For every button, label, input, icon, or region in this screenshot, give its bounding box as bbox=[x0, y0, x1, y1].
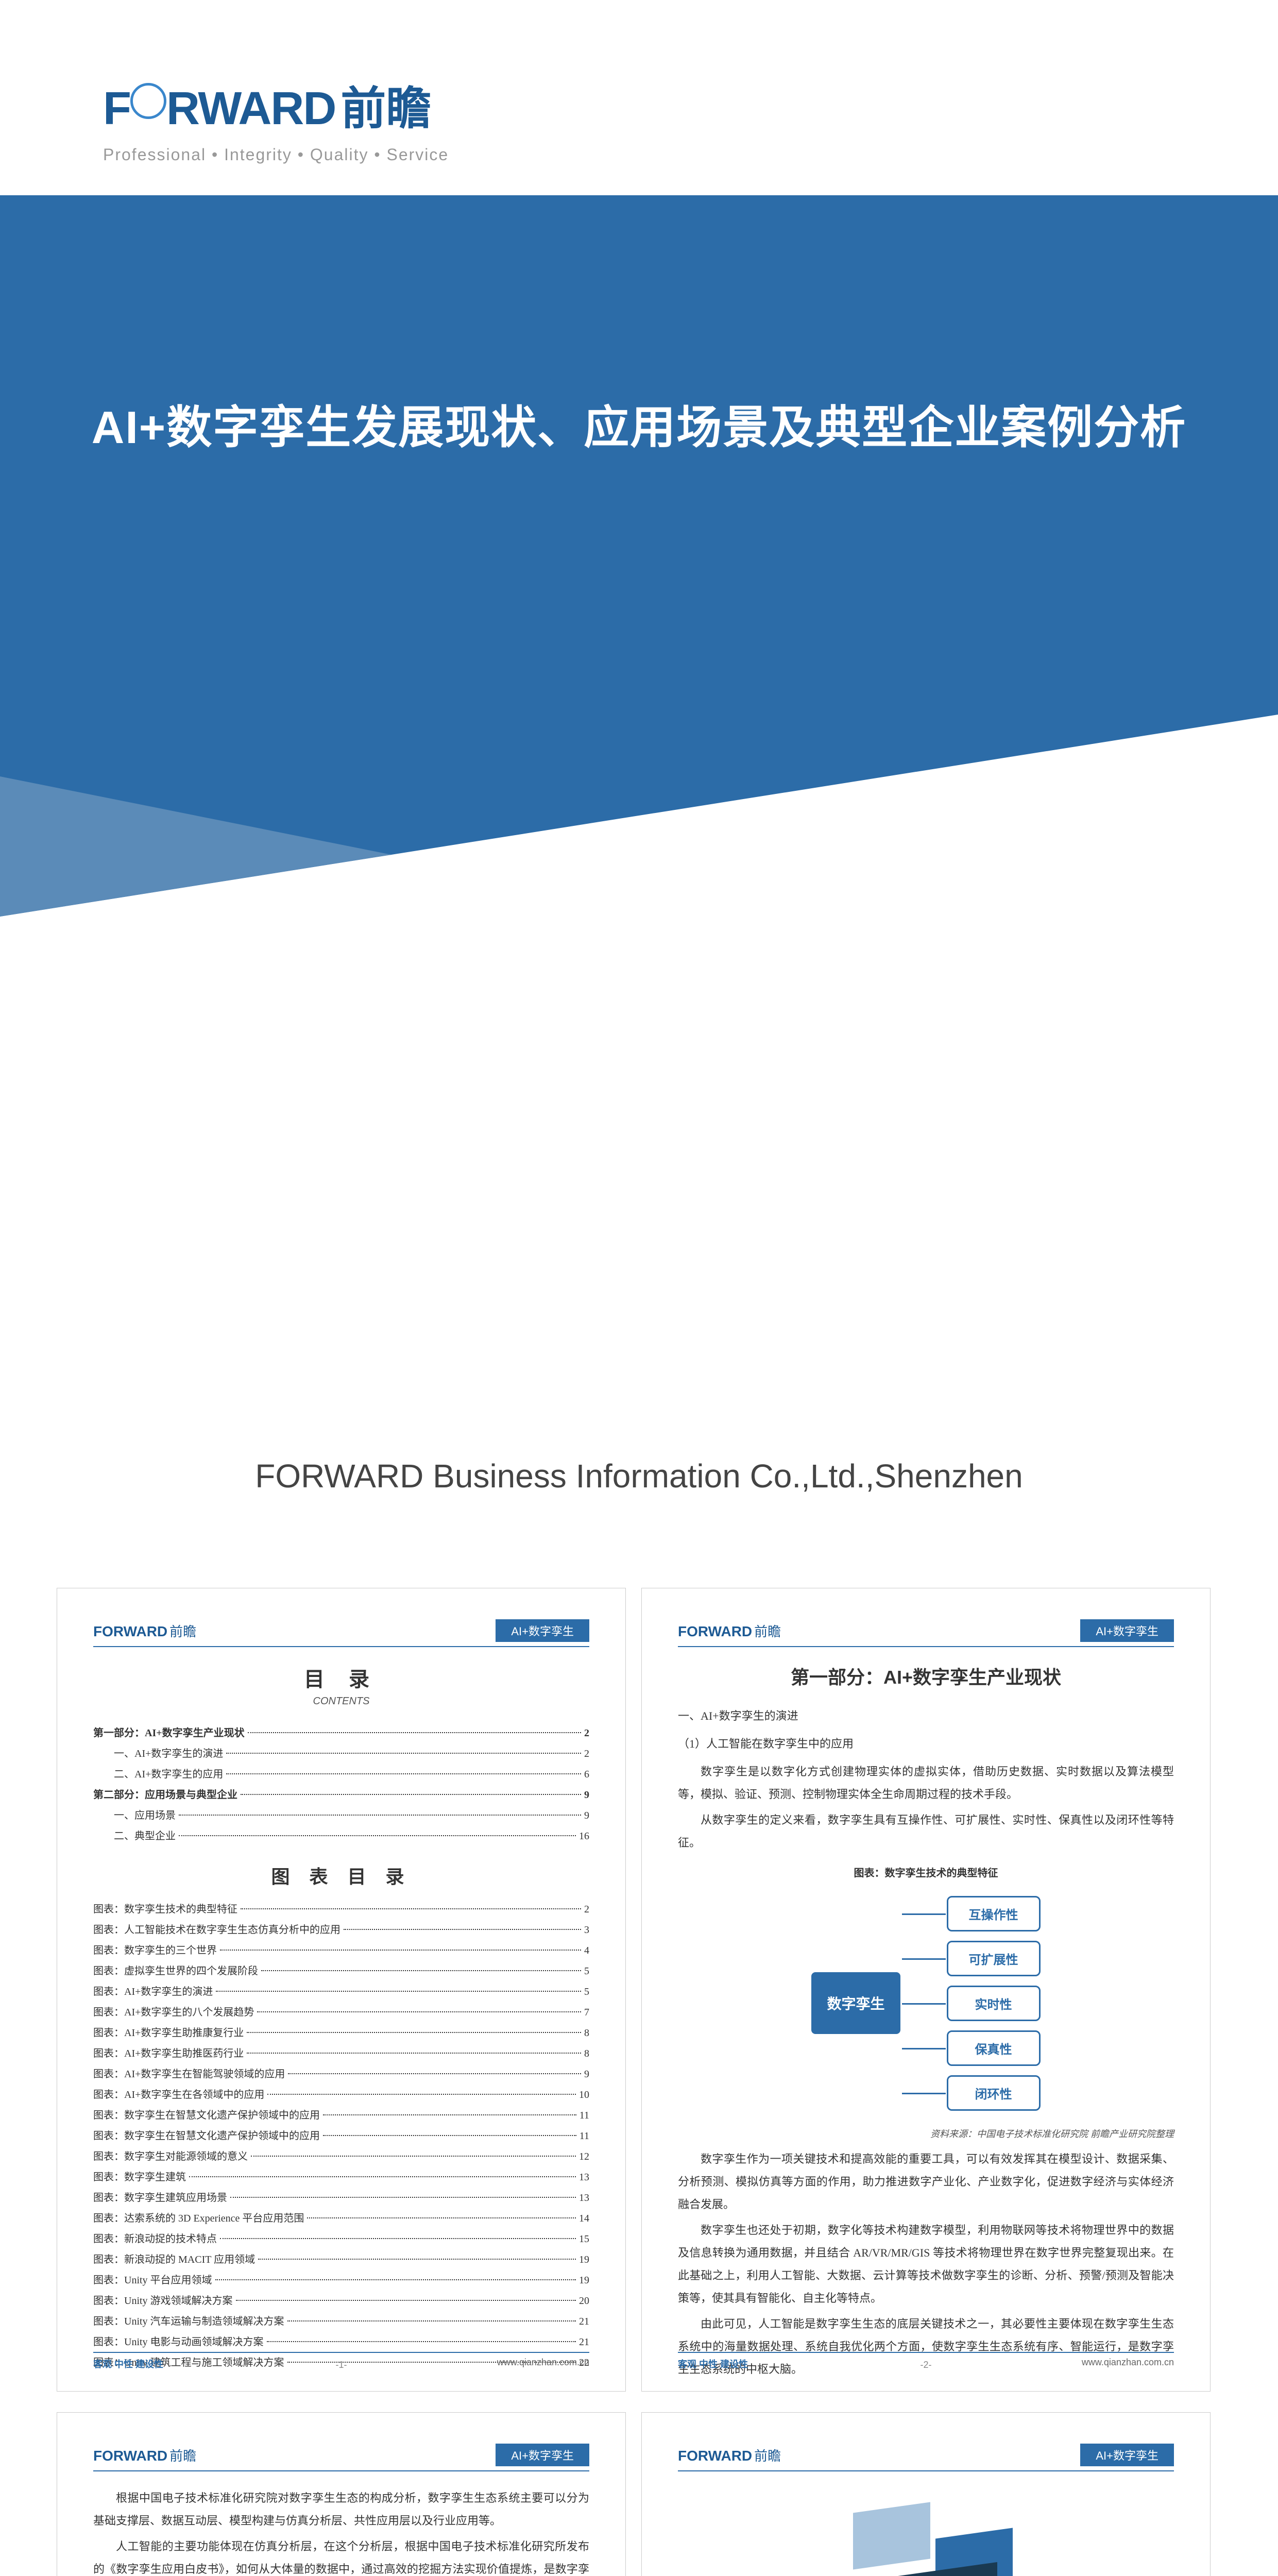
toc-fig-line: 图表：新浪动捉的 MACIT 应用领域19 bbox=[93, 2249, 589, 2270]
company-section: FORWARD Business Information Co.,Ltd.,Sh… bbox=[0, 1395, 1278, 1588]
toc-fig-line: 图表：新浪动捉的技术特点15 bbox=[93, 2229, 589, 2249]
toc-fig-line: 图表：Unity 电影与动画领域解决方案21 bbox=[93, 2332, 589, 2352]
doc-header: FORWARD前瞻 AI+数字孪生 bbox=[93, 2444, 589, 2471]
toc-fig-line: 图表：数字孪生对能源领域的意义12 bbox=[93, 2146, 589, 2167]
cover-page: FRWARD前瞻 Professional • Integrity • Qual… bbox=[0, 0, 1278, 1395]
toc-fig-line: 图表：数字孪生的三个世界4 bbox=[93, 1940, 589, 1961]
toc-fig-line: 图表：AI+数字孪生在各领域中的应用10 bbox=[93, 2084, 589, 2105]
toc-sections: 第一部分：AI+数字孪生产业现状2一、AI+数字孪生的演进2二、AI+数字孪生的… bbox=[93, 1723, 589, 1846]
toc-line: 二、AI+数字孪生的应用6 bbox=[93, 1764, 589, 1785]
logo-brand: FRWARD bbox=[103, 83, 335, 134]
toc-line: 第一部分：AI+数字孪生产业现状2 bbox=[93, 1723, 589, 1743]
part1-page: FORWARD前瞻 AI+数字孪生 第一部分：AI+数字孪生产业现状 一、AI+… bbox=[641, 1588, 1211, 2392]
char-item: 保真性 bbox=[947, 2030, 1041, 2066]
doc-logo: FORWARD前瞻 bbox=[93, 1621, 196, 1640]
char-item: 互操作性 bbox=[947, 1896, 1041, 1931]
toc-fig-line: 图表：AI+数字孪生助推医药行业8 bbox=[93, 2043, 589, 2064]
toc-line: 第二部分：应用场景与典型企业9 bbox=[93, 1785, 589, 1805]
toc-title: 目 录 bbox=[93, 1663, 589, 1692]
logo: FRWARD前瞻 bbox=[103, 72, 1175, 138]
footer-right: www.qianzhan.com.cn bbox=[497, 2357, 589, 2370]
footer-left: 客观 中性 建设性 bbox=[678, 2357, 748, 2370]
footer-right: www.qianzhan.com.cn bbox=[1082, 2357, 1174, 2370]
page-3: FORWARD前瞻 AI+数字孪生 根据中国电子技术标准化研究院对数字孪生生态的… bbox=[57, 2412, 626, 2576]
logo-cn: 前瞻 bbox=[340, 83, 431, 134]
page-num: -1- bbox=[336, 2360, 347, 2370]
body-text: 由此可见，人工智能是数字孪生生态的底层关键技术之一，其必要性主要体现在数字孪生生… bbox=[678, 2313, 1174, 2381]
doc-badge: AI+数字孪生 bbox=[1080, 1619, 1174, 1642]
footer-left: 客观 中性 建设性 bbox=[93, 2357, 163, 2370]
char-items: 互操作性可扩展性实时性保真性闭环性 bbox=[947, 1896, 1041, 2111]
body-text: 数字孪生作为一项关键技术和提高效能的重要工具，可以有效发挥其在模型设计、数据采集… bbox=[678, 2148, 1174, 2216]
toc-fig-line: 图表：Unity 汽车运输与制造领域解决方案21 bbox=[93, 2311, 589, 2332]
cover-blue-band: AI+数字孪生发展现状、应用场景及典型企业案例分析 bbox=[0, 195, 1278, 917]
body-text: 数字孪生也还处于初期，数字化等技术构建数字模型，利用物联网等技术将物理世界中的数… bbox=[678, 2219, 1174, 2310]
body-text: 数字孪生是以数字化方式创建物理实体的虚拟实体，借助历史数据、实时数据以及算法模型… bbox=[678, 1760, 1174, 1806]
toc-line: 二、典型企业16 bbox=[93, 1826, 589, 1846]
three-worlds-diagram bbox=[678, 2487, 1174, 2576]
doc-logo: FORWARD前瞻 bbox=[93, 2446, 196, 2465]
toc-fig-line: 图表：数字孪生建筑应用场景13 bbox=[93, 2188, 589, 2208]
body-text: 根据中国电子技术标准化研究院对数字孪生生态的构成分析，数字孪生生态系统主要可以分… bbox=[93, 2487, 589, 2532]
toc-fig-line: 图表：数字孪生技术的典型特征2 bbox=[93, 1899, 589, 1920]
toc-figures: 图表：数字孪生技术的典型特征2图表：人工智能技术在数字孪生生态仿真分析中的应用3… bbox=[93, 1899, 589, 2373]
doc-badge: AI+数字孪生 bbox=[496, 1619, 589, 1642]
fig-source: 资料来源：中国电子技术标准化研究院 前瞻产业研究院整理 bbox=[678, 2127, 1174, 2140]
fig-caption: 图表：数字孪生技术的典型特征 bbox=[678, 1865, 1174, 1879]
doc-badge: AI+数字孪生 bbox=[1080, 2444, 1174, 2466]
char-main-box: 数字孪生 bbox=[811, 1972, 900, 2034]
heading-1: 一、AI+数字孪生的演进 bbox=[678, 1705, 1174, 1727]
doc-logo: FORWARD前瞻 bbox=[678, 1621, 781, 1640]
heading-2: （1）人工智能在数字孪生中的应用 bbox=[678, 1733, 1174, 1755]
toc-fig-line: 图表：虚拟孪生世界的四个发展阶段5 bbox=[93, 1961, 589, 1981]
toc-title-en: CONTENTS bbox=[93, 1696, 589, 1707]
cover-header: FRWARD前瞻 Professional • Integrity • Qual… bbox=[0, 0, 1278, 195]
triangle-accent bbox=[0, 776, 721, 921]
toc-fig-line: 图表：AI+数字孪生助推康复行业8 bbox=[93, 2023, 589, 2043]
toc-fig-line: 图表：Unity 游戏领域解决方案20 bbox=[93, 2291, 589, 2311]
char-item: 可扩展性 bbox=[947, 1941, 1041, 1976]
toc-fig-line: 图表：数字孪生建筑13 bbox=[93, 2167, 589, 2188]
doc-header: FORWARD前瞻 AI+数字孪生 bbox=[93, 1619, 589, 1647]
pages-row-2: FORWARD前瞻 AI+数字孪生 根据中国电子技术标准化研究院对数字孪生生态的… bbox=[0, 2412, 1278, 2576]
char-item: 闭环性 bbox=[947, 2075, 1041, 2111]
page-4: FORWARD前瞻 AI+数字孪生 资料来源：冯升华《数字孪生与 AI 技术的融… bbox=[641, 2412, 1211, 2576]
page-num: -2- bbox=[921, 2360, 932, 2370]
toc-fig-line: 图表：数字孪生在智慧文化遗产保护领域中的应用11 bbox=[93, 2105, 589, 2126]
characteristics-diagram: 数字孪生 互操作性可扩展性实时性保真性闭环性 bbox=[678, 1895, 1174, 2111]
company-name: FORWARD Business Information Co.,Ltd.,Sh… bbox=[0, 1457, 1278, 1495]
toc-fig-line: 图表：达索系统的 3D Experience 平台应用范围14 bbox=[93, 2208, 589, 2229]
toc-page: FORWARD前瞻 AI+数字孪生 目 录 CONTENTS 第一部分：AI+数… bbox=[57, 1588, 626, 2392]
figlist-title: 图 表 目 录 bbox=[93, 1862, 589, 1889]
logo-tagline: Professional • Integrity • Quality • Ser… bbox=[103, 145, 1175, 164]
toc-line: 一、应用场景9 bbox=[93, 1805, 589, 1826]
doc-header: FORWARD前瞻 AI+数字孪生 bbox=[678, 1619, 1174, 1647]
cover-title: AI+数字孪生发展现状、应用场景及典型企业案例分析 bbox=[0, 391, 1278, 456]
section-title: 第一部分：AI+数字孪生产业现状 bbox=[678, 1663, 1174, 1689]
toc-fig-line: 图表：数字孪生在智慧文化遗产保护领域中的应用11 bbox=[93, 2126, 589, 2146]
toc-fig-line: 图表：AI+数字孪生在智能驾驶领域的应用9 bbox=[93, 2064, 589, 2084]
toc-fig-line: 图表：Unity 平台应用领域19 bbox=[93, 2270, 589, 2291]
doc-logo: FORWARD前瞻 bbox=[678, 2446, 781, 2465]
toc-fig-line: 图表：AI+数字孪生的演进5 bbox=[93, 1981, 589, 2002]
pages-row-1: FORWARD前瞻 AI+数字孪生 目 录 CONTENTS 第一部分：AI+数… bbox=[0, 1588, 1278, 2412]
toc-line: 一、AI+数字孪生的演进2 bbox=[93, 1743, 589, 1764]
toc-fig-line: 图表：AI+数字孪生的八个发展趋势7 bbox=[93, 2002, 589, 2023]
toc-fig-line: 图表：人工智能技术在数字孪生生态仿真分析中的应用3 bbox=[93, 1920, 589, 1940]
char-item: 实时性 bbox=[947, 1986, 1041, 2021]
body-text: 人工智能的主要功能体现在仿真分析层，在这个分析层，根据中国电子技术标准化研究所发… bbox=[93, 2535, 589, 2576]
doc-header: FORWARD前瞻 AI+数字孪生 bbox=[678, 2444, 1174, 2471]
body-text: 从数字孪生的定义来看，数字孪生具有互操作性、可扩展性、实时性、保真性以及闭环性等… bbox=[678, 1809, 1174, 1854]
doc-badge: AI+数字孪生 bbox=[496, 2444, 589, 2466]
